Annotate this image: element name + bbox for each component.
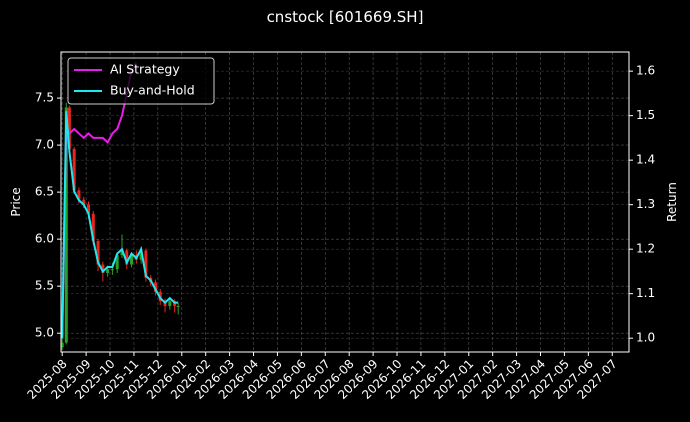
y-tick-label: 6.0: [35, 232, 54, 246]
series-line: [61, 61, 138, 339]
candle-body: [115, 255, 119, 270]
candle-body: [91, 213, 95, 242]
chart-title: cnstock [601669.SH]: [267, 8, 424, 26]
candle-body: [120, 250, 124, 256]
candle-body: [168, 301, 172, 306]
legend-box: [67, 57, 215, 105]
candle-body: [144, 250, 148, 278]
y2-tick-label: 1.1: [636, 286, 655, 300]
candle-body: [87, 204, 91, 214]
y-tick-label: 7.0: [35, 138, 54, 152]
candle-body: [176, 305, 180, 307]
candle-body: [61, 342, 64, 348]
y-axis-label: Price: [9, 187, 23, 216]
y-tick-label: 6.5: [35, 185, 54, 199]
y-tick-label: 5.0: [35, 326, 54, 340]
candle-body: [72, 148, 76, 191]
candle-body: [96, 241, 100, 265]
y2-tick-label: 1.0: [636, 331, 655, 345]
candle-body: [130, 255, 134, 265]
y2-tick-label: 1.2: [636, 242, 655, 256]
y2-axis-label: Return: [665, 182, 679, 222]
candle-body: [64, 107, 68, 343]
candle-body: [67, 107, 71, 149]
candle-body: [77, 190, 81, 200]
legend-label: AI Strategy: [110, 62, 180, 77]
candle-body: [110, 269, 114, 271]
series-line: [61, 111, 179, 339]
y2-tick-label: 1.6: [636, 64, 655, 78]
plot-frame: [60, 51, 630, 353]
candle-body: [82, 199, 86, 205]
candle-body: [125, 250, 129, 265]
y-tick-label: 7.5: [35, 91, 54, 105]
y2-tick-label: 1.5: [636, 108, 655, 122]
y2-tick-label: 1.4: [636, 153, 655, 167]
candle-body: [139, 250, 143, 260]
plot-area: [61, 61, 180, 351]
candle-body: [106, 269, 110, 274]
y2-tick-label: 1.3: [636, 197, 655, 211]
legend-label: Buy-and-Hold: [110, 83, 195, 98]
candle-body: [101, 264, 105, 274]
y-tick-label: 5.5: [35, 279, 54, 293]
candle-body: [153, 282, 157, 292]
